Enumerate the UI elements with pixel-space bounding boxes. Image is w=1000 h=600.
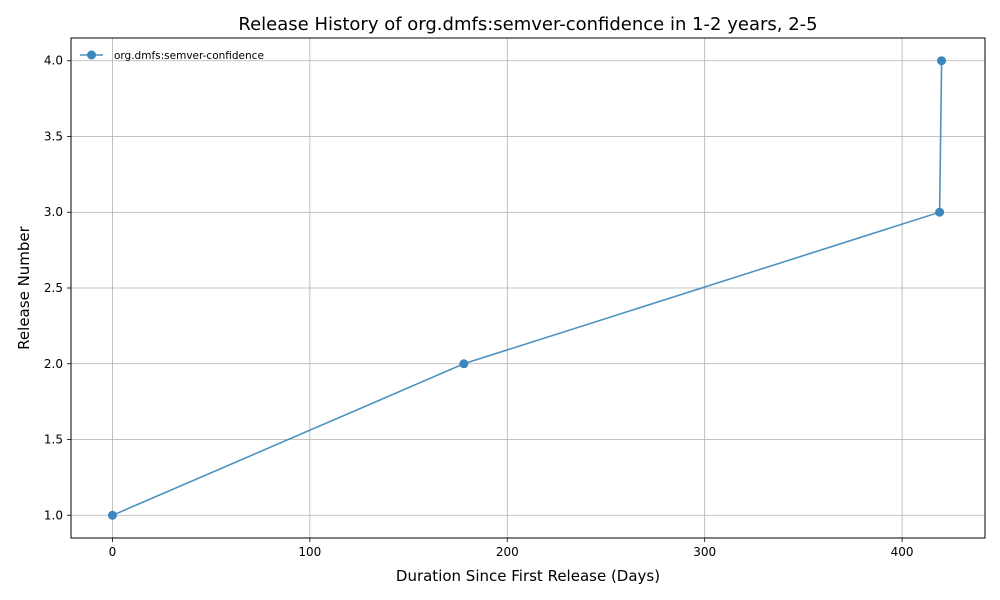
y-axis-title: Release Number	[15, 225, 33, 349]
y-tick-label: 3.5	[44, 129, 63, 143]
series-line	[112, 60, 943, 517]
data-point	[107, 510, 117, 520]
x-axis-title: Duration Since First Release (Days)	[396, 567, 660, 585]
series-layer	[107, 56, 947, 520]
chart-title: Release History of org.dmfs:semver-confi…	[238, 14, 817, 35]
x-tick-label: 200	[496, 545, 519, 559]
data-point	[937, 56, 947, 66]
x-tick-label: 300	[693, 545, 716, 559]
y-tick-label: 1.5	[44, 433, 63, 447]
ticks: 0 100 200 300 400 1.0 1.5 2.0 2.5 3.0 3.5 4.0	[44, 54, 914, 559]
x-tick-label: 100	[298, 545, 321, 559]
y-tick-label: 2.5	[44, 281, 63, 295]
x-tick-label: 400	[891, 545, 914, 559]
x-tick-label: 0	[109, 545, 117, 559]
legend-entry-label: org.dmfs:semver-confidence	[114, 50, 264, 62]
y-tick-label: 3.0	[44, 205, 63, 219]
y-tick-label: 4.0	[44, 54, 63, 68]
grid	[71, 38, 985, 538]
data-point	[935, 207, 945, 217]
y-tick-label: 1.0	[44, 508, 63, 522]
data-point	[459, 359, 469, 369]
y-tick-label: 2.0	[44, 357, 63, 371]
legend-marker-swatch	[87, 50, 96, 60]
legend: org.dmfs:semver-confidence	[80, 50, 264, 62]
